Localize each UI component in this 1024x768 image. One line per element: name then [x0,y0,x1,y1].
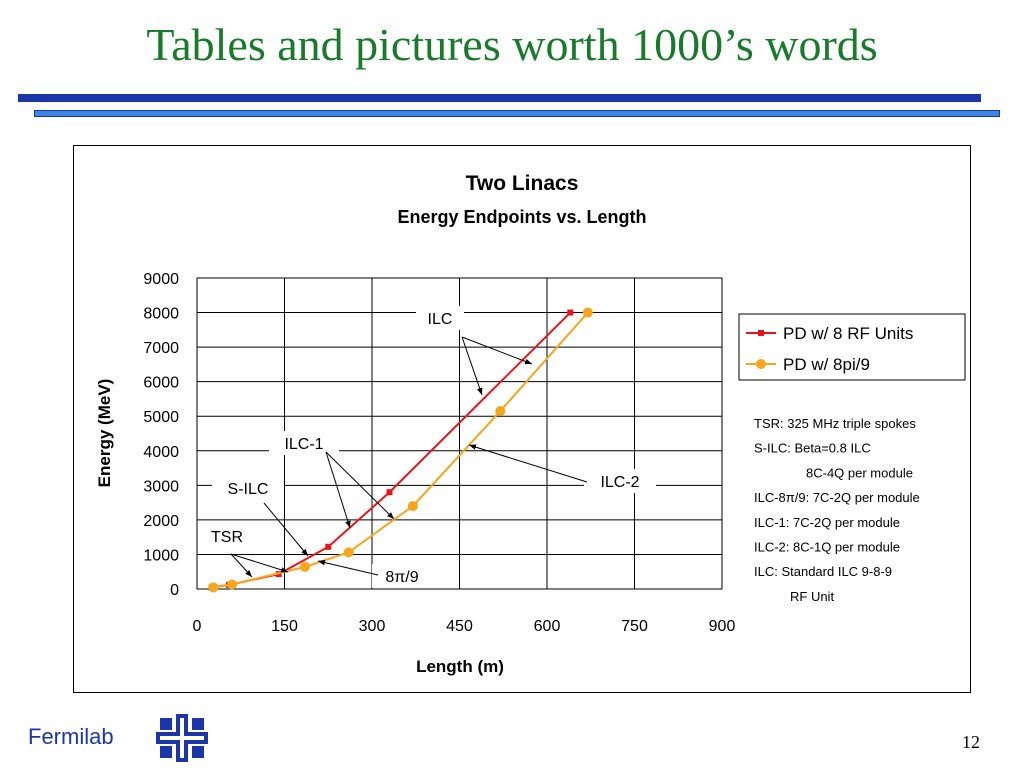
annotation-label: ILC-1 [284,436,323,453]
y-tick-label: 1000 [143,547,179,564]
line-chart: Two Linacs Energy Endpoints vs. Length 0 10… [95,172,966,676]
annotation-arrow [230,553,289,573]
y-tick-label: 5000 [143,409,179,426]
annotation-label: 8π/9 [385,569,418,586]
page-number: 12 [962,732,980,752]
y-tick-label: 7000 [143,340,179,357]
annotation-bg [269,431,339,455]
annotation-bg [212,476,284,500]
note-line: ILC-1: 7C-2Q per module [754,515,900,530]
x-tick-label: 900 [709,618,736,635]
legend-box [738,313,966,381]
x-tick-label: 450 [446,618,473,635]
title-rule-thin [34,110,1000,117]
annotation-label: ILC-2 [600,474,639,491]
note-line: ILC: Standard ILC 9-8-9 [754,564,892,579]
annotation-arrow [325,451,351,529]
data-point [208,582,219,593]
y-tick-label: 4000 [143,444,179,461]
x-tick-label: 150 [271,618,298,635]
legend-marker [758,330,764,336]
chart-title: Two Linacs [466,172,579,195]
y-tick-label: 2000 [143,513,179,530]
y-tick-label: 8000 [143,306,179,323]
annotation-label: S-ILC [228,481,269,498]
x-tick-label: 300 [359,618,386,635]
data-point [495,406,506,417]
footer-brand: Fermilab [28,724,114,749]
fermilab-logo-icon [156,714,208,762]
chart-frame: Two Linacs Energy Endpoints vs. Length 0 10… [73,145,971,693]
x-axis-label: Length (m) [416,657,504,676]
data-point [582,307,593,318]
slide-title: Tables and pictures worth 1000’s words [146,19,878,70]
annotation-label: TSR [211,529,243,546]
data-point [299,561,310,572]
series-line-0 [211,311,572,589]
note-line: S-ILC: Beta=0.8 ILC [754,441,871,456]
annotation-bg [584,469,656,493]
y-tick-label: 6000 [143,375,179,392]
x-tick-label: 0 [193,618,202,635]
annotation-arrow [461,336,483,396]
data-point [567,309,574,316]
annotation-bg [200,524,254,548]
note-line: ILC-8π/9: 7C-2Q per module [754,490,920,505]
y-tick-label: 0 [170,582,179,599]
title-rule-thick [18,94,981,102]
annotation-arrow [461,336,533,365]
annotation-bg [372,564,432,588]
data-point [386,489,393,496]
legend-label: PD w/ 8 RF Units [783,324,913,343]
x-tick-label: 600 [534,618,561,635]
data-point [407,501,418,512]
annotation-arrow [325,451,395,520]
annotation-arrow [263,502,309,557]
y-tick-label: 9000 [143,271,179,288]
annotation-label: ILC [428,311,453,328]
chart-subtitle: Energy Endpoints vs. Length [397,207,646,227]
y-axis-label: Energy (MeV) [95,379,114,488]
note-line: 8C-4Q per module [806,465,913,480]
note-line: RF Unit [790,589,834,604]
legend-marker [756,359,766,369]
data-point [325,543,332,550]
data-point [343,547,354,558]
annotation-bg [416,306,464,330]
note-line: TSR: 325 MHz triple spokes [754,416,916,431]
legend-label: PD w/ 8pi/9 [783,355,870,374]
annotation-arrow [230,553,253,578]
annotation-arrow [468,444,588,483]
x-tick-label: 750 [621,618,648,635]
data-point [227,579,237,590]
annotation-arrow [317,559,379,576]
note-line: ILC-2: 8C-1Q per module [754,540,900,555]
y-tick-label: 3000 [143,478,179,495]
